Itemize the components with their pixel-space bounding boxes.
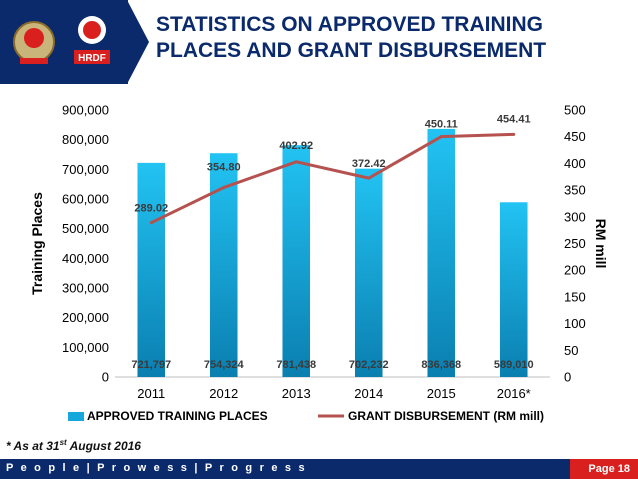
y-tick-label: 600,000: [62, 192, 109, 207]
y2-tick-label: 400: [564, 156, 586, 171]
line-point: [439, 135, 443, 139]
legend-bar-label: APPROVED TRAINING PLACES: [87, 409, 268, 423]
legend-bar-swatch: [68, 412, 84, 421]
y-tick-label: 700,000: [62, 162, 109, 177]
footer-bar: P e o p l e | P r o w e s s | P r o g r …: [0, 459, 638, 479]
x-tick-label: 2015: [427, 386, 456, 401]
bar-value-label: 721,797: [131, 359, 171, 371]
bar-value-label: 589,010: [494, 359, 534, 371]
bar-value-label: 702,232: [349, 359, 389, 371]
line-point: [512, 132, 516, 136]
y2-tick-label: 300: [564, 209, 586, 224]
line-value-label: 289.02: [134, 203, 168, 215]
bar-data-labels: 721,797 754,324 781,438 702,232 836,368 589,0…: [131, 359, 533, 371]
line-point: [367, 176, 371, 180]
combo-chart: 0 100,000 200,000 300,000 400,000 500,000 600,…: [29, 103, 609, 424]
footer-tagline: P e o p l e | P r o w e s s | P r o g r …: [6, 462, 307, 474]
bar: [354, 168, 383, 377]
line-point: [294, 160, 298, 164]
y-tick-label: 400,000: [62, 251, 109, 266]
y2-tick-label: 100: [564, 316, 586, 331]
y-tick-label: 200,000: [62, 310, 109, 325]
line-point: [222, 186, 226, 190]
y2-tick-label: 350: [564, 183, 586, 198]
title-line-1: STATISTICS ON APPROVED TRAINING: [156, 13, 543, 36]
line-value-label: 354.80: [207, 162, 241, 174]
y-tick-label: 100,000: [62, 340, 109, 355]
bar: [137, 162, 166, 377]
line-value-label: 450.11: [425, 119, 458, 131]
line-value-label: 402.92: [279, 140, 313, 152]
y-tick-label: 500,000: [62, 221, 109, 236]
footnote-suffix: August 2016: [66, 439, 141, 453]
bar-value-label: 836,368: [421, 359, 461, 371]
grant-disbursement-line: [150, 132, 514, 225]
bar-series: [137, 128, 528, 377]
x-tick-label: 2016*: [497, 386, 531, 401]
bar: [282, 145, 311, 377]
line-value-label: 454.41: [497, 113, 531, 125]
title-line-2: PLACES AND GRANT DISBURSEMENT: [156, 39, 547, 62]
y2-tick-label: 450: [564, 129, 586, 144]
y2-tick-label: 250: [564, 236, 586, 251]
page-number-badge: Page 18: [570, 459, 638, 479]
x-tick-label: 2013: [282, 386, 311, 401]
line-series: [149, 132, 516, 225]
x-axis-ticks: 2011 2012 2013 2014 2015 2016*: [137, 386, 530, 401]
footnote: * As at 31st August 2016: [6, 438, 141, 453]
bar-value-label: 781,438: [276, 359, 316, 371]
y-axis-label: Training Places: [29, 192, 45, 295]
hrdf-logo-icon: HRDF: [13, 16, 110, 64]
logo-arrow: [127, 0, 149, 84]
logo-panel: HRDF: [0, 0, 128, 84]
x-tick-label: 2014: [354, 386, 383, 401]
legend-line-label: GRANT DISBURSEMENT (RM mill): [348, 409, 544, 423]
page-title: STATISTICS ON APPROVED TRAINING PLACES A…: [156, 12, 626, 64]
logo-text: HRDF: [78, 53, 106, 64]
bar-value-label: 754,324: [204, 359, 245, 371]
y-tick-label: 300,000: [62, 281, 109, 296]
header: HRDF STATISTICS ON APPROVED TRAINING PLA…: [0, 0, 638, 84]
y-tick-label: 900,000: [62, 103, 109, 118]
y-tick-label: 0: [102, 370, 109, 385]
x-tick-label: 2012: [209, 386, 238, 401]
y2-tick-label: 0: [564, 370, 571, 385]
legend: APPROVED TRAINING PLACES GRANT DISBURSEME…: [68, 409, 544, 423]
bar: [427, 128, 456, 377]
x-tick-label: 2011: [137, 386, 165, 401]
y-tick-label: 800,000: [62, 132, 109, 147]
y2-tick-label: 200: [564, 263, 586, 278]
footnote-prefix: * As at 31: [6, 439, 60, 453]
y2-axis-label: RM mill: [593, 219, 609, 269]
y2-tick-label: 500: [564, 103, 586, 118]
y2-tick-label: 50: [564, 343, 578, 358]
bar: [499, 202, 528, 377]
line-point: [149, 221, 153, 225]
y2-tick-label: 150: [564, 289, 586, 304]
footnote-sup: st: [59, 438, 67, 447]
line-value-label: 372.42: [352, 158, 386, 170]
line-data-labels: 289.02 354.80 402.92 372.42 450.11 454.41: [134, 113, 530, 214]
left-axis-ticks: 0 100,000 200,000 300,000 400,000 500,000 600,…: [62, 103, 109, 385]
right-axis-ticks: 0 50 100 150 200 250 300 350 400 450 500: [564, 103, 586, 385]
